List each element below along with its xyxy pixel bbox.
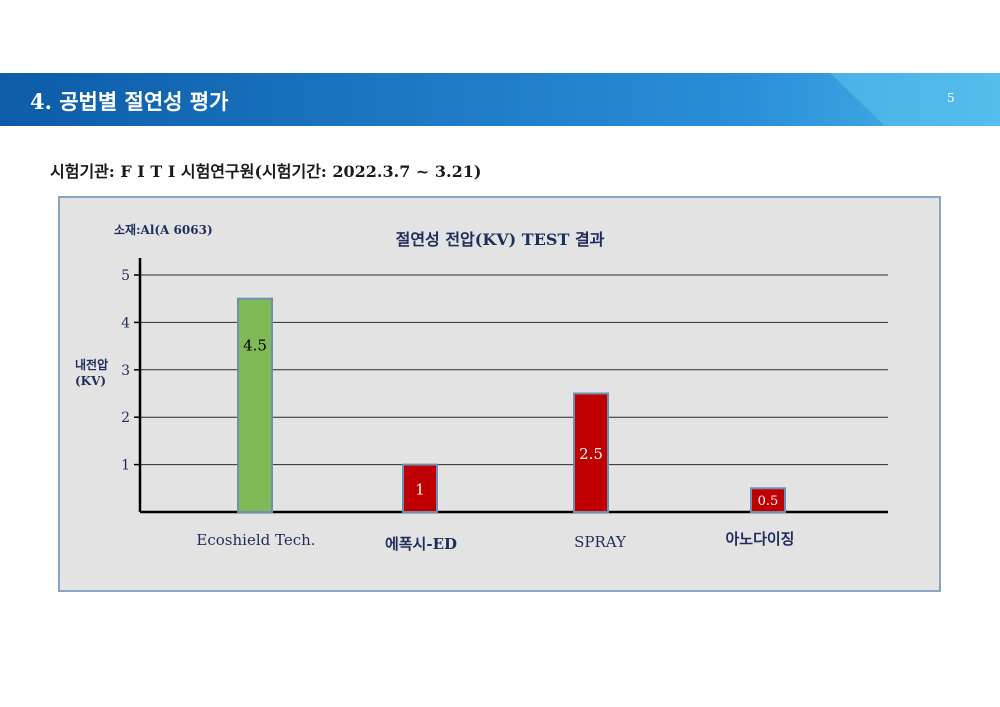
page-title: 4. 공법별 절연성 평가 bbox=[30, 89, 229, 114]
x-tick-label: 에폭시-ED bbox=[385, 535, 457, 553]
y-tick-label: 2 bbox=[121, 410, 130, 426]
data-label: 1 bbox=[415, 480, 425, 498]
bar bbox=[237, 297, 273, 514]
chart-panel bbox=[58, 196, 941, 592]
x-tick-label: Ecoshield Tech. bbox=[196, 531, 315, 549]
data-label: 4.5 bbox=[243, 337, 267, 355]
bar bbox=[750, 487, 786, 513]
bar bbox=[573, 392, 609, 513]
y-tick-label: 1 bbox=[121, 458, 130, 474]
y-axis-label-line2: (KV) bbox=[75, 374, 106, 388]
y-tick-label: 3 bbox=[121, 363, 130, 379]
page-number: 5 bbox=[947, 91, 955, 105]
y-tick-label: 4 bbox=[121, 315, 130, 331]
material-note: 소재:Al(A 6063) bbox=[114, 223, 213, 237]
x-tick-label: SPRAY bbox=[574, 533, 627, 551]
test-institution-subtitle: 시험기관: F I T I 시험연구원(시험기간: 2022.3.7 ~ 3.2… bbox=[50, 162, 482, 181]
y-tick-labels: 1 2 3 4 5 bbox=[121, 268, 130, 474]
data-label: 0.5 bbox=[758, 494, 779, 509]
x-tick-label: 아노다이징 bbox=[725, 530, 794, 548]
chart-title: 절연성 전압(KV) TEST 결과 bbox=[396, 230, 605, 249]
header-background bbox=[0, 73, 1000, 126]
y-axis-label-line1: 내전압 bbox=[75, 357, 108, 372]
x-category-labels: Ecoshield Tech. 에폭시-ED SPRAY 아노다이징 bbox=[196, 530, 794, 553]
data-label: 2.5 bbox=[579, 445, 603, 463]
bar bbox=[402, 463, 438, 514]
y-tick-label: 5 bbox=[121, 268, 130, 284]
data-labels: 4.5 1 2.5 0.5 bbox=[243, 337, 778, 509]
header-band bbox=[0, 73, 1000, 126]
bars bbox=[237, 297, 786, 514]
